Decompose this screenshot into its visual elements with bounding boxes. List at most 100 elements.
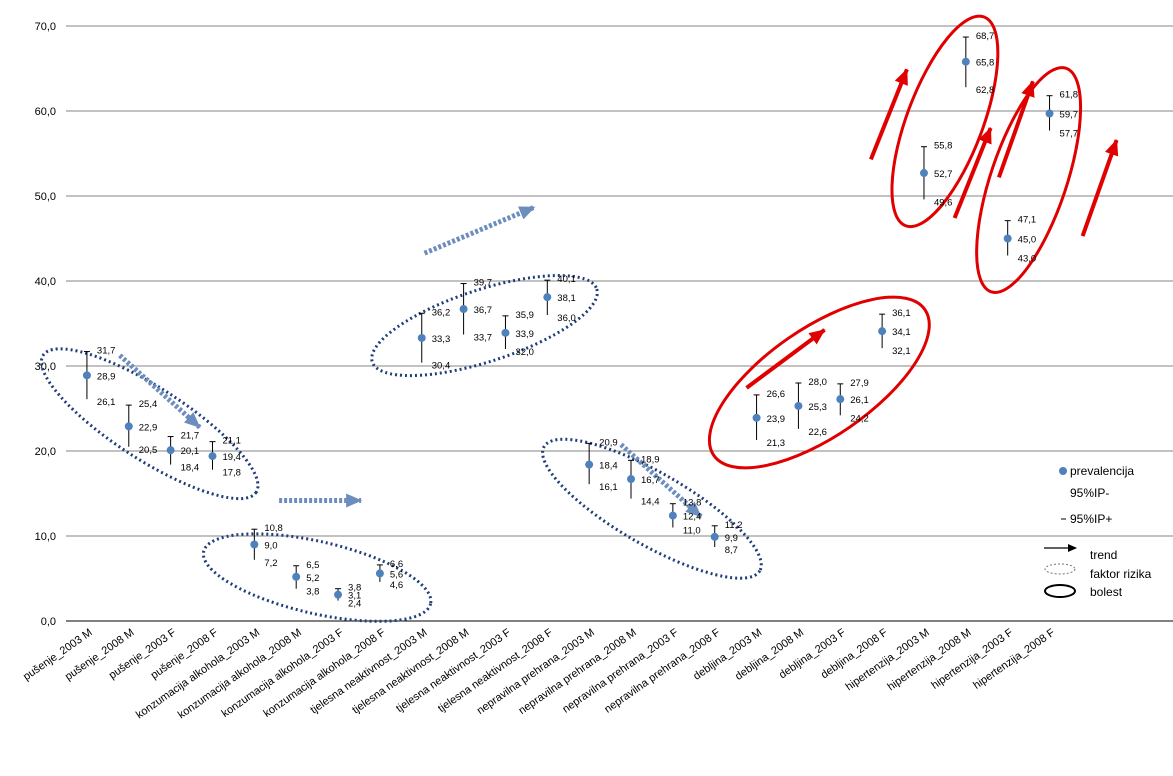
data-label-lower: 30,4	[432, 361, 451, 372]
y-tick-label: 10,0	[35, 531, 56, 543]
data-point	[752, 413, 761, 422]
data-label-value: 52,7	[934, 169, 953, 180]
data-label-value: 5,6	[390, 569, 403, 580]
trend-arrow	[997, 80, 1035, 179]
data-label-value: 26,1	[850, 395, 869, 406]
data-label-lower: 32,0	[515, 347, 534, 358]
data-label-value: 38,1	[557, 293, 576, 304]
disease-ellipse	[707, 295, 931, 470]
data-label-value: 3,1	[348, 591, 361, 602]
data-label-lower: 8,7	[725, 545, 738, 556]
data-label-upper: 40,1	[557, 274, 576, 285]
data-label-upper: 25,4	[139, 399, 158, 410]
data-label-upper: 18,9	[641, 454, 660, 465]
y-tick-label: 40,0	[35, 276, 56, 288]
data-label-lower: 7,2	[264, 558, 277, 569]
trend-arrow	[869, 68, 909, 161]
data-point	[1003, 234, 1012, 243]
data-point	[501, 328, 510, 337]
legend-label: bolest	[1090, 585, 1123, 599]
trend-arrows	[118, 68, 1119, 519]
data-label-value: 33,3	[432, 334, 451, 345]
data-label-value: 28,9	[97, 371, 116, 382]
risk-factor-ellipse	[201, 532, 433, 623]
data-label-value: 23,9	[767, 414, 786, 425]
data-point	[124, 422, 133, 431]
legend-label: prevalencija	[1070, 464, 1134, 478]
data-label-lower: 62,8	[976, 85, 995, 96]
data-label-value: 33,9	[515, 329, 534, 340]
data-label-value: 18,4	[599, 461, 618, 472]
data-label-value: 9,9	[725, 533, 738, 544]
data-point	[250, 540, 259, 549]
trend-arrow	[619, 442, 703, 519]
data-label-upper: 26,6	[767, 389, 786, 400]
x-tick-label: pušenje_2003 M	[21, 627, 95, 683]
legend-label: 95%IP-	[1070, 486, 1109, 500]
data-label-value: 25,3	[808, 402, 827, 413]
y-tick-label: 60,0	[35, 106, 56, 118]
data-label-upper: 20,9	[599, 437, 618, 448]
data-point	[585, 460, 594, 469]
data-label-upper: 3,8	[348, 583, 361, 594]
data-label-lower: 49,6	[934, 197, 953, 208]
data-label-lower: 3,8	[306, 587, 319, 598]
data-label-value: 22,9	[139, 422, 158, 433]
data-labels: 31,7 28,9 26,1 25,4 22,9 20,5 21,7 20,1 18,4 21,1…	[97, 31, 1078, 610]
data-point	[292, 572, 301, 581]
data-label-upper: 36,2	[432, 307, 451, 318]
data-label-value: 16,7	[641, 475, 660, 486]
legend-label: 95%IP+	[1070, 512, 1112, 526]
data-label-value: 12,4	[683, 512, 702, 523]
trend-arrow	[423, 204, 536, 256]
data-label-lower: 36,0	[557, 313, 576, 324]
data-label-lower: 43,0	[1018, 254, 1036, 265]
data-label-upper: 27,9	[850, 378, 869, 389]
data-point	[459, 305, 468, 314]
data-label-value: 34,1	[892, 327, 911, 338]
data-point	[543, 293, 552, 302]
data-point	[375, 569, 384, 578]
data-point	[82, 371, 91, 380]
data-point	[417, 333, 426, 342]
data-label-value: 19,4	[222, 452, 241, 463]
data-label-upper: 6,6	[390, 559, 403, 570]
data-point	[878, 327, 887, 336]
data-label-upper: 61,8	[1060, 90, 1079, 101]
data-label-value: 20,1	[181, 446, 200, 457]
group-outlines	[39, 14, 1083, 623]
risk-factor-ellipse	[370, 274, 599, 378]
data-point	[1045, 109, 1054, 118]
disease-ellipse	[975, 66, 1083, 294]
data-label-value: 65,8	[976, 58, 995, 69]
data-point	[710, 532, 719, 541]
data-point	[334, 590, 343, 599]
data-label-lower: 4,6	[390, 580, 403, 591]
y-tick-label: 30,0	[35, 361, 56, 373]
data-label-upper: 39,7	[474, 278, 493, 289]
data-label-lower: 17,8	[222, 468, 241, 479]
trend-arrow	[118, 353, 202, 430]
data-label-value: 36,7	[474, 305, 493, 316]
gridlines	[66, 25, 1173, 622]
data-label-lower: 33,7	[474, 333, 493, 344]
data-label-lower: 14,4	[641, 497, 660, 508]
data-point	[668, 511, 677, 520]
legend: prevalencija 95%IP- 95%IP+ trend faktor rizi…	[1044, 464, 1152, 599]
data-label-value: 9,0	[264, 541, 277, 552]
data-points	[82, 36, 1054, 601]
data-label-upper: 21,7	[181, 431, 200, 442]
data-label-value: 45,0	[1018, 235, 1036, 246]
data-label-lower: 18,4	[181, 463, 200, 474]
data-label-upper: 36,1	[892, 308, 911, 319]
data-label-upper: 11,2	[725, 520, 743, 531]
legend-marker	[1059, 467, 1067, 475]
data-label-value: 59,7	[1060, 110, 1079, 121]
data-label-lower: 21,3	[767, 438, 786, 449]
trend-arrow	[1080, 139, 1119, 237]
data-label-lower: 11,0	[683, 526, 701, 537]
data-label-lower: 16,1	[599, 482, 618, 493]
legend-label: faktor rizika	[1090, 567, 1152, 581]
